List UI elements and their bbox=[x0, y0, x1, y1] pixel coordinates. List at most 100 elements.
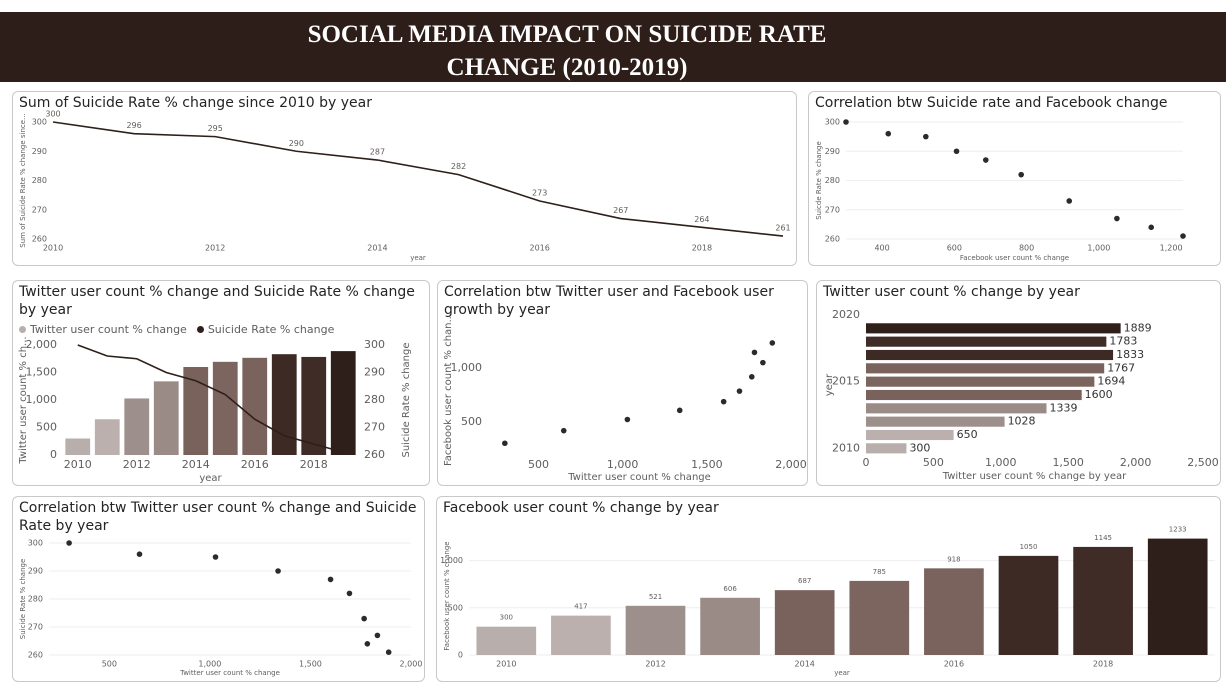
y-tick-label: 290 bbox=[825, 147, 840, 156]
data-label: 295 bbox=[208, 124, 223, 133]
data-label: 290 bbox=[289, 139, 304, 148]
header-bar: SOCIAL MEDIA IMPACT ON SUICIDE RATE CHAN… bbox=[0, 12, 1226, 82]
dashboard-title: SOCIAL MEDIA IMPACT ON SUICIDE RATE CHAN… bbox=[307, 21, 827, 81]
x-tick-label: 2010 bbox=[496, 660, 516, 669]
bar bbox=[866, 429, 954, 441]
scatter-point bbox=[736, 388, 743, 394]
scatter-point bbox=[923, 133, 929, 140]
bar bbox=[271, 354, 297, 455]
chart-title: Correlation btw Suicide rate and Faceboo… bbox=[815, 95, 1168, 111]
x-axis-label: Twitter user count % change bbox=[567, 472, 711, 483]
bar bbox=[330, 351, 356, 455]
scatter-point bbox=[136, 551, 143, 557]
x-axis-label: year bbox=[199, 473, 222, 484]
x-tick-label: 1,000 bbox=[1087, 244, 1110, 253]
x-tick-label: 2014 bbox=[367, 244, 387, 253]
bar bbox=[700, 597, 760, 655]
x-tick-label: 600 bbox=[947, 244, 962, 253]
chart-panel: 0 500 1,000 1,500 2,000 260 270 280 290 300 2010 20… bbox=[12, 280, 430, 486]
y-tick-label: 300 bbox=[32, 118, 47, 127]
y-axis-label: Facebook user count % chan... bbox=[443, 313, 454, 466]
y-tick-label: 500 bbox=[461, 415, 482, 428]
data-label: 1028 bbox=[1008, 415, 1036, 428]
chart: 260 270 280 290 300 2010 2012 2014 2016 2018 year S… bbox=[19, 110, 791, 263]
data-label: 267 bbox=[613, 206, 628, 215]
scatter-point bbox=[1180, 233, 1186, 239]
bar bbox=[866, 389, 1082, 401]
data-label: 521 bbox=[649, 593, 662, 601]
x-tick-label: 2012 bbox=[205, 244, 225, 253]
x-tick-label: 2,000 bbox=[775, 458, 807, 471]
y-tick-label: 1,000 bbox=[440, 556, 463, 565]
y-axis-label: Facebook user count % change bbox=[443, 541, 451, 650]
y-axis-label: Suicde Rate % change bbox=[815, 141, 823, 220]
line-series bbox=[52, 121, 784, 237]
data-label: 1233 bbox=[1169, 526, 1187, 534]
x-tick-label: 1,000 bbox=[985, 456, 1017, 469]
bar bbox=[551, 615, 611, 655]
x-tick-label: 2,000 bbox=[1120, 456, 1152, 469]
scatter-point bbox=[502, 440, 508, 447]
scatter-point bbox=[1114, 215, 1120, 222]
data-label: 1767 bbox=[1107, 361, 1135, 374]
data-label: 1145 bbox=[1094, 534, 1112, 542]
data-label: 282 bbox=[451, 162, 466, 171]
y-tick-label: 1,000 bbox=[26, 393, 58, 406]
data-label: 1889 bbox=[1124, 321, 1152, 334]
data-label: 417 bbox=[574, 603, 587, 611]
data-label: 261 bbox=[775, 224, 790, 233]
scatter-point bbox=[748, 374, 755, 380]
x-tick-label: 500 bbox=[923, 456, 944, 469]
y-tick-label: 1,500 bbox=[26, 366, 58, 379]
chart: 260 270 280 290 300 400 600 800 1,000 1,200 Facebo… bbox=[815, 118, 1186, 262]
x-tick-label: 2012 bbox=[645, 660, 665, 669]
data-label: 918 bbox=[947, 555, 960, 563]
scatter-point bbox=[751, 349, 758, 356]
y2-tick-label: 290 bbox=[364, 366, 385, 379]
chart-panel: 260 270 280 290 300 400 600 800 1,000 1,200 Facebo… bbox=[808, 91, 1221, 266]
x-axis-label: Twitter user count % change bbox=[179, 669, 280, 677]
scatter-point bbox=[760, 359, 766, 366]
y-tick-label: 2015 bbox=[832, 375, 860, 388]
y-tick-label: 2010 bbox=[832, 441, 860, 454]
x-tick-label: 2012 bbox=[123, 458, 151, 471]
chart: 0 500 1,000 2010 2012 2014 2016 2018 year Faceboo… bbox=[440, 526, 1215, 677]
chart-title: Twitter user count % change by year bbox=[823, 284, 1080, 300]
scatter-point bbox=[275, 568, 281, 574]
y-tick-label: 300 bbox=[825, 118, 840, 127]
legend-item: Suicide Rate % change bbox=[196, 323, 334, 336]
data-label: 1694 bbox=[1097, 375, 1125, 388]
scatter-point bbox=[374, 632, 381, 639]
scatter-point bbox=[364, 641, 371, 647]
bar bbox=[866, 403, 1047, 414]
chart-panel: 500 1,000 500 1,000 1,500 2,000 Twitter user c… bbox=[437, 280, 808, 486]
scatter-point bbox=[1148, 224, 1155, 231]
y-tick-label: 280 bbox=[28, 595, 43, 604]
legend-swatch bbox=[196, 326, 204, 333]
bar bbox=[866, 336, 1107, 347]
x-axis-label: year bbox=[410, 254, 426, 262]
bar bbox=[212, 361, 238, 455]
y-tick-label: 500 bbox=[36, 421, 57, 434]
y-tick-label: 1,000 bbox=[451, 361, 483, 374]
x-tick-label: 2016 bbox=[529, 244, 549, 253]
x-tick-label: 500 bbox=[102, 660, 117, 669]
legend: Twitter user count % change Suicide Rate … bbox=[19, 323, 334, 336]
scatter-point bbox=[327, 576, 334, 583]
bar bbox=[774, 590, 835, 655]
bar bbox=[866, 376, 1095, 387]
x-axis-label: Facebook user count % change bbox=[960, 254, 1069, 262]
bar bbox=[924, 568, 984, 655]
x-tick-label: 500 bbox=[528, 458, 549, 471]
scatter-point bbox=[66, 540, 72, 546]
x-tick-label: 1,500 bbox=[691, 458, 723, 471]
x-tick-label: 2018 bbox=[300, 458, 328, 471]
bar bbox=[94, 419, 120, 455]
y-tick-label: 2,000 bbox=[26, 338, 58, 351]
bar bbox=[476, 626, 537, 655]
data-label: 300 bbox=[45, 110, 60, 119]
data-label: 1050 bbox=[1020, 543, 1038, 551]
scatter-point bbox=[1018, 171, 1024, 178]
y-tick-label: 270 bbox=[32, 205, 47, 214]
bar bbox=[866, 323, 1121, 334]
